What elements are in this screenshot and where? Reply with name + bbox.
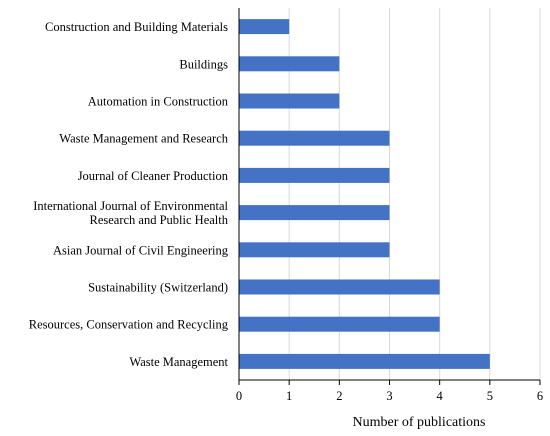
x-tick-label: 2 [336,389,342,403]
category-label: Journal of Cleaner Production [78,169,229,183]
bar [239,56,340,72]
bar [239,93,340,109]
category-label: Automation in Construction [88,95,229,109]
bar [239,316,440,332]
x-tick-label: 1 [286,389,292,403]
x-tick-label: 3 [386,389,392,403]
x-tick-label: 0 [236,389,242,403]
category-label: Asian Journal of Civil Engineering [53,243,229,257]
category-labels: Construction and Building Materials Build… [29,20,229,369]
bars [239,19,490,369]
bar [239,130,390,146]
x-ticks: 0 1 2 3 4 5 6 [236,380,543,403]
bar [239,205,390,221]
category-label: International Journal of Environmental Re… [33,199,228,227]
bar [239,279,440,295]
x-tick-label: 6 [537,389,543,403]
category-label: Buildings [179,57,228,71]
category-label: Waste Management [129,355,228,369]
bar [239,353,490,369]
category-label: Resources, Conservation and Recycling [29,318,229,332]
category-label: Construction and Building Materials [45,20,228,34]
bar [239,167,390,183]
bar [239,242,390,258]
x-tick-label: 4 [437,389,444,403]
category-label: Waste Management and Research [59,132,228,146]
x-tick-label: 5 [487,389,493,403]
x-axis-title: Number of publications [353,415,486,430]
category-label: Sustainability (Switzerland) [88,281,228,295]
bar [239,19,290,35]
